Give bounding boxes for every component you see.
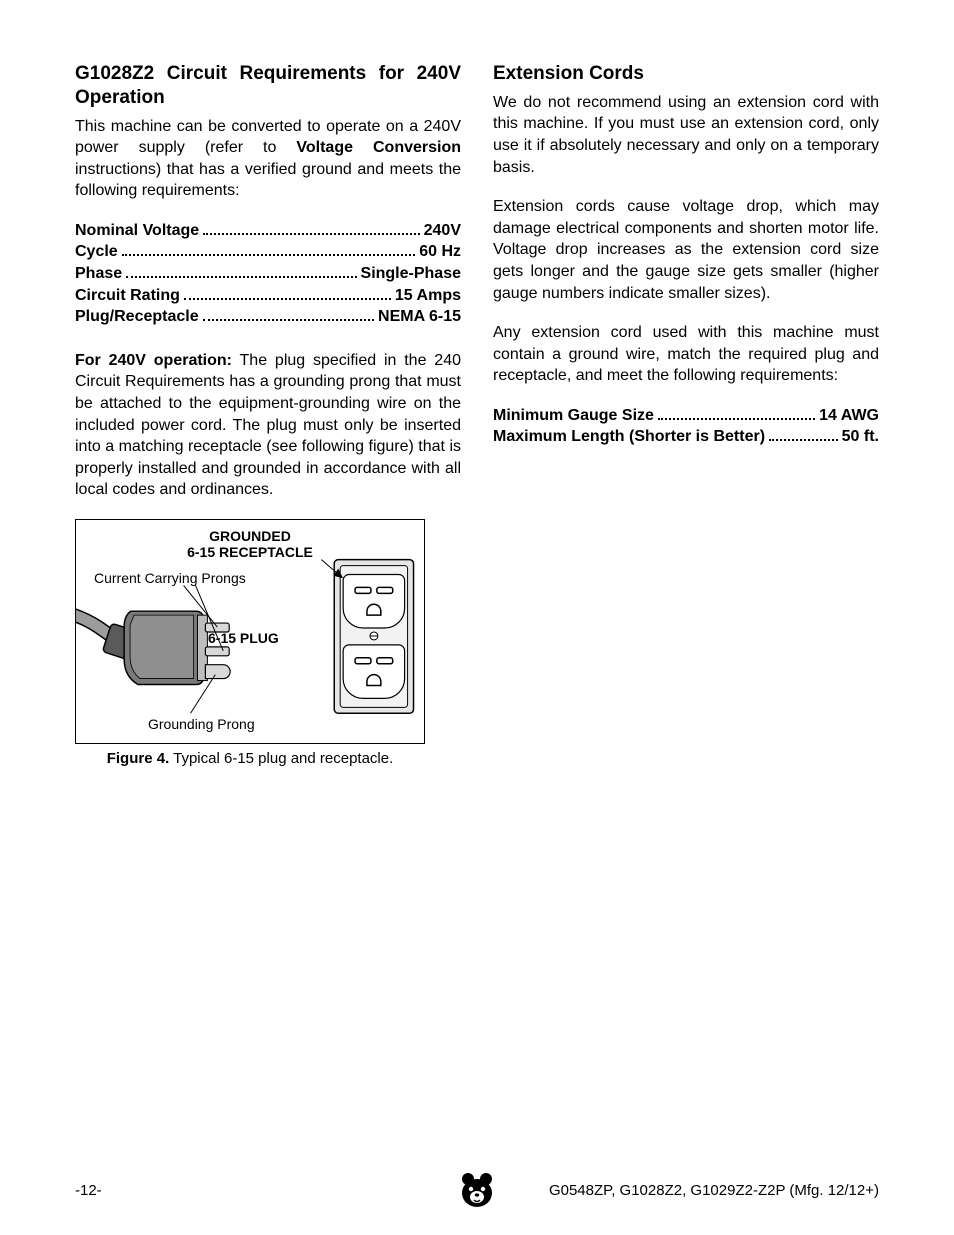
spec-value: 240V bbox=[424, 220, 461, 242]
spec-label: Phase bbox=[75, 263, 122, 285]
plug-icon bbox=[76, 611, 230, 684]
right-p1: We do not recommend using an extension c… bbox=[493, 92, 879, 178]
spec-dots bbox=[203, 220, 419, 234]
right-column: Extension Cords We do not recommend usin… bbox=[493, 62, 879, 767]
left-section-title: G1028Z2 Circuit Requirements for 240V Op… bbox=[75, 62, 461, 110]
spec-value: 14 AWG bbox=[819, 405, 879, 427]
spec-label: Minimum Gauge Size bbox=[493, 405, 654, 427]
spec-dots bbox=[203, 307, 374, 321]
right-p3: Any extension cord used with this machin… bbox=[493, 322, 879, 387]
receptacle-icon bbox=[334, 560, 413, 714]
spec-dots bbox=[184, 285, 391, 299]
spec-value: Single-Phase bbox=[361, 263, 461, 285]
spec-dots bbox=[122, 242, 416, 256]
operation-paragraph: For 240V operation: The plug specified i… bbox=[75, 350, 461, 501]
spec-value: 60 Hz bbox=[419, 241, 461, 263]
spec-value: 50 ft. bbox=[842, 426, 879, 448]
spec-dots bbox=[126, 264, 356, 278]
spec-label: Cycle bbox=[75, 241, 118, 263]
left-column: G1028Z2 Circuit Requirements for 240V Op… bbox=[75, 62, 461, 767]
operation-bold: For 240V operation: bbox=[75, 352, 232, 369]
doc-id: G0548ZP, G1028Z2, G1029Z2-Z2P (Mfg. 12/1… bbox=[549, 1182, 879, 1199]
spec-row: Nominal Voltage 240V bbox=[75, 220, 461, 242]
spec-dots bbox=[658, 405, 815, 419]
spec-row: Phase Single-Phase bbox=[75, 263, 461, 285]
right-p2: Extension cords cause voltage drop, whic… bbox=[493, 196, 879, 304]
circuit-spec-list: Nominal Voltage 240V Cycle 60 Hz Phase S… bbox=[75, 220, 461, 328]
plug-receptacle-figure: GROUNDED 6-15 RECEPTACLE Current Carryin… bbox=[75, 519, 425, 744]
spec-label: Maximum Length (Shorter is Better) bbox=[493, 426, 765, 448]
figure-caption: Figure 4. Typical 6-15 plug and receptac… bbox=[75, 750, 425, 767]
spec-value: 15 Amps bbox=[395, 285, 461, 307]
extension-spec-list: Minimum Gauge Size 14 AWG Maximum Length… bbox=[493, 405, 879, 448]
spec-dots bbox=[769, 427, 838, 441]
figure-svg bbox=[76, 520, 424, 743]
right-section-title: Extension Cords bbox=[493, 62, 879, 86]
left-intro-paragraph: This machine can be converted to operate… bbox=[75, 116, 461, 202]
figure-wrap: GROUNDED 6-15 RECEPTACLE Current Carryin… bbox=[75, 519, 461, 767]
spec-row: Maximum Length (Shorter is Better) 50 ft… bbox=[493, 426, 879, 448]
spec-label: Circuit Rating bbox=[75, 285, 180, 307]
bear-logo-icon bbox=[457, 1169, 497, 1209]
spec-row: Plug/Receptacle NEMA 6-15 bbox=[75, 306, 461, 328]
spec-row: Minimum Gauge Size 14 AWG bbox=[493, 405, 879, 427]
intro-bold: Voltage Conversion bbox=[296, 139, 461, 156]
caption-rest: Typical 6-15 plug and receptacle. bbox=[169, 750, 393, 767]
spec-label: Plug/Receptacle bbox=[75, 306, 199, 328]
caption-bold: Figure 4. bbox=[107, 750, 170, 767]
intro-post: instructions) that has a verified ground… bbox=[75, 161, 461, 200]
spec-label: Nominal Voltage bbox=[75, 220, 199, 242]
spec-row: Cycle 60 Hz bbox=[75, 241, 461, 263]
spec-value: NEMA 6-15 bbox=[378, 306, 461, 328]
spec-row: Circuit Rating 15 Amps bbox=[75, 285, 461, 307]
page-number: -12- bbox=[75, 1182, 102, 1199]
operation-text: The plug specified in the 240 Circuit Re… bbox=[75, 352, 461, 499]
